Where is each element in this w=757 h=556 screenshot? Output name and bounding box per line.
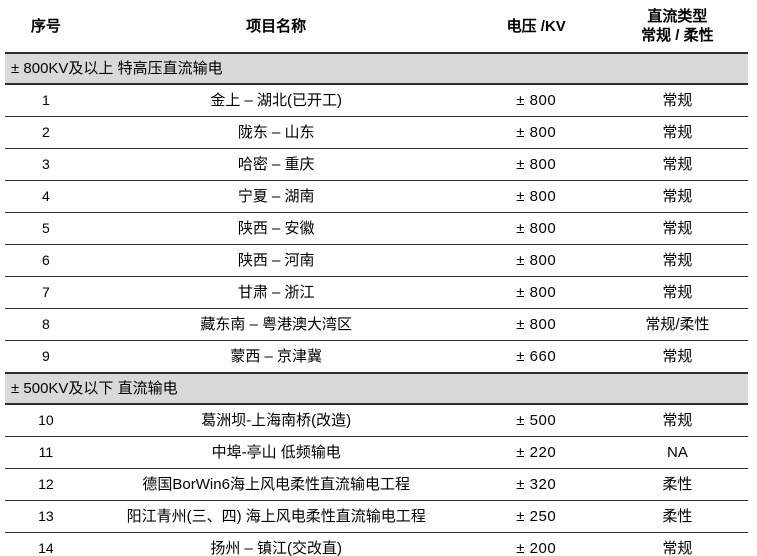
project-name: 蒙西 – 京津冀 bbox=[86, 340, 466, 374]
table-row: 10 葛洲坝-上海南桥(改造) ± 500 常规 bbox=[5, 404, 748, 437]
row-number: 1 bbox=[5, 84, 87, 117]
dc-type-value: 柔性 bbox=[606, 500, 748, 533]
column-header-serial-number: 序号 bbox=[5, 1, 87, 54]
row-number: 11 bbox=[5, 436, 87, 469]
row-number: 5 bbox=[5, 212, 87, 245]
project-name: 中埠-亭山 低频输电 bbox=[86, 436, 466, 469]
dc-type-value: 常规 bbox=[606, 148, 748, 181]
table-row: 13 阳江青州(三、四) 海上风电柔性直流输电工程 ± 250 柔性 bbox=[5, 500, 748, 533]
section-header-hvdc: ± 500KV及以下 直流输电 bbox=[5, 372, 748, 405]
dc-type-value: 常规/柔性 bbox=[606, 308, 748, 341]
table-row: 12 德国BorWin6海上风电柔性直流输电工程 ± 320 柔性 bbox=[5, 468, 748, 501]
voltage-value: ± 800 bbox=[465, 116, 607, 149]
dc-type-value: 常规 bbox=[606, 212, 748, 245]
project-name: 藏东南 – 粤港澳大湾区 bbox=[86, 308, 466, 341]
table-row: 14 扬州 – 镇江(交改直) ± 200 常规 bbox=[5, 532, 748, 556]
row-number: 14 bbox=[5, 532, 87, 556]
project-name: 德国BorWin6海上风电柔性直流输电工程 bbox=[86, 468, 466, 501]
project-name: 葛洲坝-上海南桥(改造) bbox=[86, 404, 466, 437]
dc-type-value: 常规 bbox=[606, 404, 748, 437]
row-number: 12 bbox=[5, 468, 87, 501]
row-number: 4 bbox=[5, 180, 87, 213]
project-name: 陇东 – 山东 bbox=[86, 116, 466, 149]
row-number: 2 bbox=[5, 116, 87, 149]
project-name: 陕西 – 安徽 bbox=[86, 212, 466, 245]
dc-type-value: NA bbox=[606, 436, 748, 469]
voltage-value: ± 660 bbox=[465, 340, 607, 374]
column-header-dc-type: 直流类型 常规 / 柔性 bbox=[606, 1, 748, 54]
table-row: 4 宁夏 – 湖南 ± 800 常规 bbox=[5, 180, 748, 213]
dc-type-value: 柔性 bbox=[606, 468, 748, 501]
table-row: 7 甘肃 – 浙江 ± 800 常规 bbox=[5, 276, 748, 309]
voltage-value: ± 200 bbox=[465, 532, 607, 556]
project-name: 扬州 – 镇江(交改直) bbox=[86, 532, 466, 556]
section-header-uhv: ± 800KV及以上 特高压直流输电 bbox=[5, 52, 748, 85]
dc-type-value: 常规 bbox=[606, 276, 748, 309]
column-header-voltage: 电压 /KV bbox=[465, 1, 607, 54]
section-title: ± 500KV及以下 直流输电 bbox=[5, 372, 748, 405]
dc-type-header-line1: 直流类型 bbox=[647, 8, 708, 25]
table-row: 3 哈密 – 重庆 ± 800 常规 bbox=[5, 148, 748, 181]
project-name: 哈密 – 重庆 bbox=[86, 148, 466, 181]
table-row: 6 陕西 – 河南 ± 800 常规 bbox=[5, 244, 748, 277]
table-row: 9 蒙西 – 京津冀 ± 660 常规 bbox=[5, 340, 748, 374]
dc-type-header-line2: 常规 / 柔性 bbox=[641, 27, 714, 44]
voltage-value: ± 800 bbox=[465, 308, 607, 341]
project-table-container: 序号 项目名称 电压 /KV 直流类型 常规 / 柔性 ± 800KV及以上 特… bbox=[5, 1, 748, 556]
row-number: 3 bbox=[5, 148, 87, 181]
row-number: 7 bbox=[5, 276, 87, 309]
row-number: 13 bbox=[5, 500, 87, 533]
voltage-value: ± 800 bbox=[465, 212, 607, 245]
project-name: 金上 – 湖北(已开工) bbox=[86, 84, 466, 117]
row-number: 9 bbox=[5, 340, 87, 374]
table-row: 8 藏东南 – 粤港澳大湾区 ± 800 常规/柔性 bbox=[5, 308, 748, 341]
project-name: 甘肃 – 浙江 bbox=[86, 276, 466, 309]
column-header-project-name: 项目名称 bbox=[86, 1, 466, 54]
table-row: 1 金上 – 湖北(已开工) ± 800 常规 bbox=[5, 84, 748, 117]
section-title: ± 800KV及以上 特高压直流输电 bbox=[5, 52, 748, 85]
table-header-row: 序号 项目名称 电压 /KV 直流类型 常规 / 柔性 bbox=[5, 1, 748, 54]
voltage-value: ± 220 bbox=[465, 436, 607, 469]
voltage-value: ± 800 bbox=[465, 148, 607, 181]
dc-type-value: 常规 bbox=[606, 244, 748, 277]
table-row: 11 中埠-亭山 低频输电 ± 220 NA bbox=[5, 436, 748, 469]
row-number: 10 bbox=[5, 404, 87, 437]
row-number: 6 bbox=[5, 244, 87, 277]
table-row: 5 陕西 – 安徽 ± 800 常规 bbox=[5, 212, 748, 245]
voltage-value: ± 500 bbox=[465, 404, 607, 437]
voltage-value: ± 800 bbox=[465, 180, 607, 213]
voltage-value: ± 800 bbox=[465, 84, 607, 117]
project-name: 宁夏 – 湖南 bbox=[86, 180, 466, 213]
project-name: 阳江青州(三、四) 海上风电柔性直流输电工程 bbox=[86, 500, 466, 533]
dc-type-value: 常规 bbox=[606, 340, 748, 374]
voltage-value: ± 320 bbox=[465, 468, 607, 501]
table-row: 2 陇东 – 山东 ± 800 常规 bbox=[5, 116, 748, 149]
project-name: 陕西 – 河南 bbox=[86, 244, 466, 277]
voltage-value: ± 250 bbox=[465, 500, 607, 533]
voltage-value: ± 800 bbox=[465, 276, 607, 309]
dc-type-value: 常规 bbox=[606, 84, 748, 117]
dc-type-value: 常规 bbox=[606, 180, 748, 213]
dc-type-value: 常规 bbox=[606, 116, 748, 149]
row-number: 8 bbox=[5, 308, 87, 341]
dc-transmission-project-table: 序号 项目名称 电压 /KV 直流类型 常规 / 柔性 ± 800KV及以上 特… bbox=[5, 1, 748, 556]
voltage-value: ± 800 bbox=[465, 244, 607, 277]
dc-type-value: 常规 bbox=[606, 532, 748, 556]
